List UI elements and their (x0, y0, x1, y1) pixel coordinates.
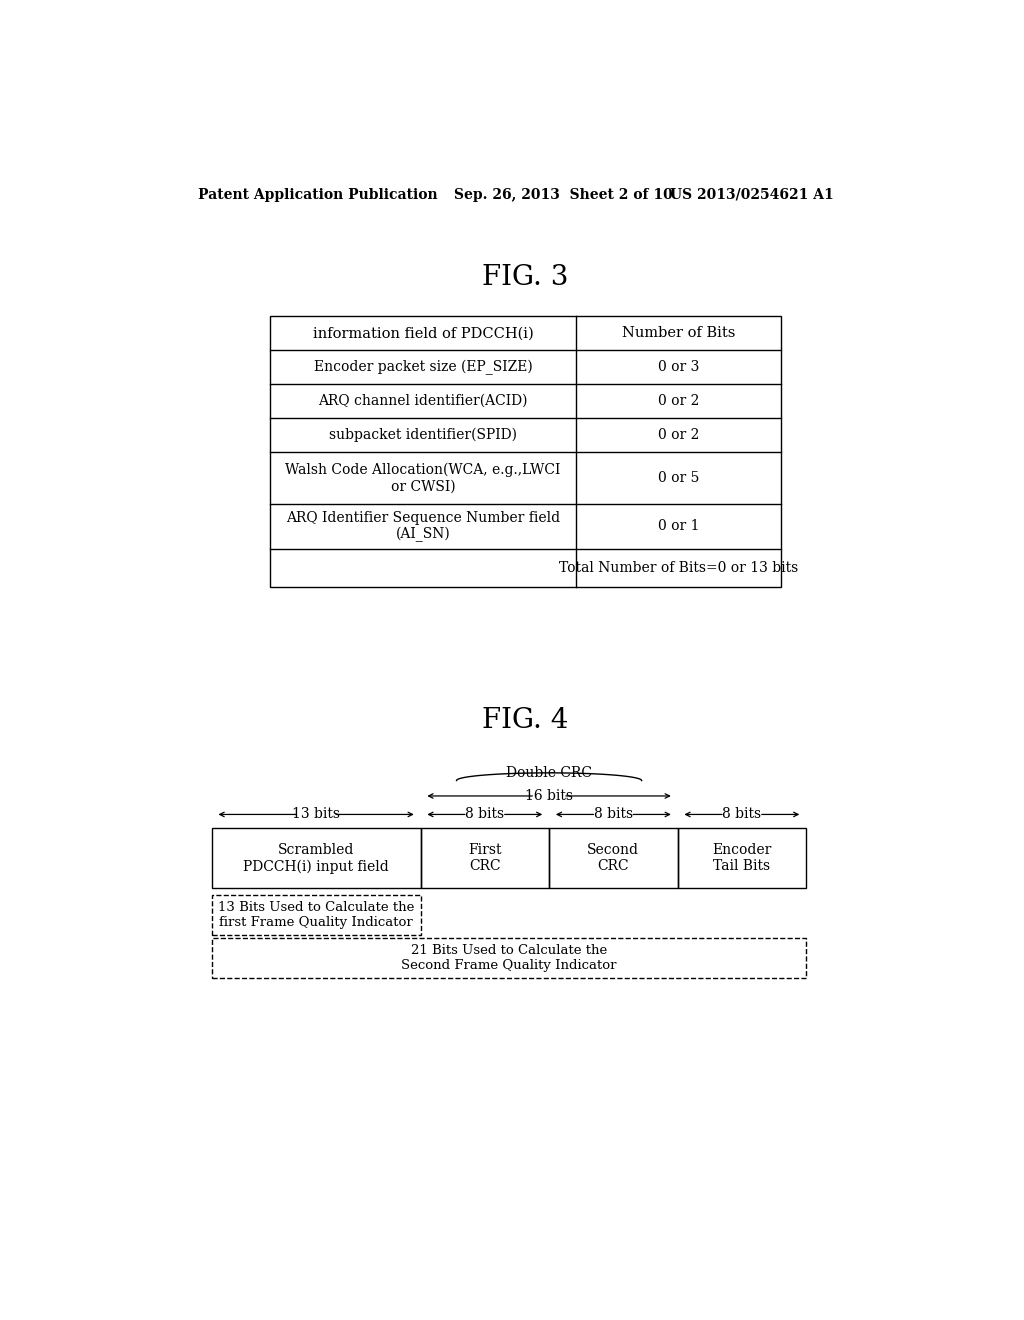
Bar (212, 829, 421, 888)
Text: Encoder
Tail Bits: Encoder Tail Bits (712, 843, 771, 874)
Text: Sep. 26, 2013  Sheet 2 of 10: Sep. 26, 2013 Sheet 2 of 10 (454, 187, 672, 202)
Text: Total Number of Bits=0 or 13 bits: Total Number of Bits=0 or 13 bits (559, 561, 799, 576)
Text: 0 or 5: 0 or 5 (658, 471, 699, 484)
Text: 21 Bits Used to Calculate the
Second Frame Quality Indicator: 21 Bits Used to Calculate the Second Fra… (401, 944, 616, 972)
Bar (549, 829, 678, 888)
Text: 0 or 1: 0 or 1 (657, 520, 699, 533)
Text: Walsh Code Allocation(WCA, e.g.,LWCI
or CWSI): Walsh Code Allocation(WCA, e.g.,LWCI or … (286, 462, 560, 494)
Bar (678, 829, 806, 888)
Text: 0 or 2: 0 or 2 (658, 393, 699, 408)
Bar (270, 317, 781, 587)
Text: FIG. 3: FIG. 3 (481, 264, 568, 292)
Text: Scrambled
PDCCH(i) input field: Scrambled PDCCH(i) input field (244, 843, 389, 874)
Text: subpacket identifier(SPID): subpacket identifier(SPID) (329, 428, 517, 442)
Text: 16 bits: 16 bits (525, 789, 573, 803)
Text: Second
CRC: Second CRC (588, 843, 639, 874)
Text: Double CRC: Double CRC (506, 766, 592, 780)
Text: 8 bits: 8 bits (722, 808, 762, 821)
Text: 13 Bits Used to Calculate the
first Frame Quality Indicator: 13 Bits Used to Calculate the first Fram… (218, 900, 415, 928)
Text: ARQ channel identifier(ACID): ARQ channel identifier(ACID) (318, 393, 527, 408)
Text: 0 or 3: 0 or 3 (658, 360, 699, 374)
Text: Patent Application Publication: Patent Application Publication (198, 187, 437, 202)
Bar (212, 937, 806, 978)
Text: Number of Bits: Number of Bits (622, 326, 735, 341)
Text: FIG. 4: FIG. 4 (481, 708, 568, 734)
Text: 0 or 2: 0 or 2 (658, 428, 699, 442)
Text: US 2013/0254621 A1: US 2013/0254621 A1 (671, 187, 835, 202)
Bar (212, 895, 421, 935)
Text: Encoder packet size (EP_SIZE): Encoder packet size (EP_SIZE) (313, 359, 532, 375)
Text: ARQ Identifier Sequence Number field
(AI_SN): ARQ Identifier Sequence Number field (AI… (286, 511, 560, 543)
Text: information field of PDCCH(i): information field of PDCCH(i) (312, 326, 534, 341)
Text: 13 bits: 13 bits (292, 808, 340, 821)
Text: First
CRC: First CRC (468, 843, 502, 874)
Text: 8 bits: 8 bits (465, 808, 505, 821)
Bar (421, 829, 549, 888)
Text: 8 bits: 8 bits (594, 808, 633, 821)
